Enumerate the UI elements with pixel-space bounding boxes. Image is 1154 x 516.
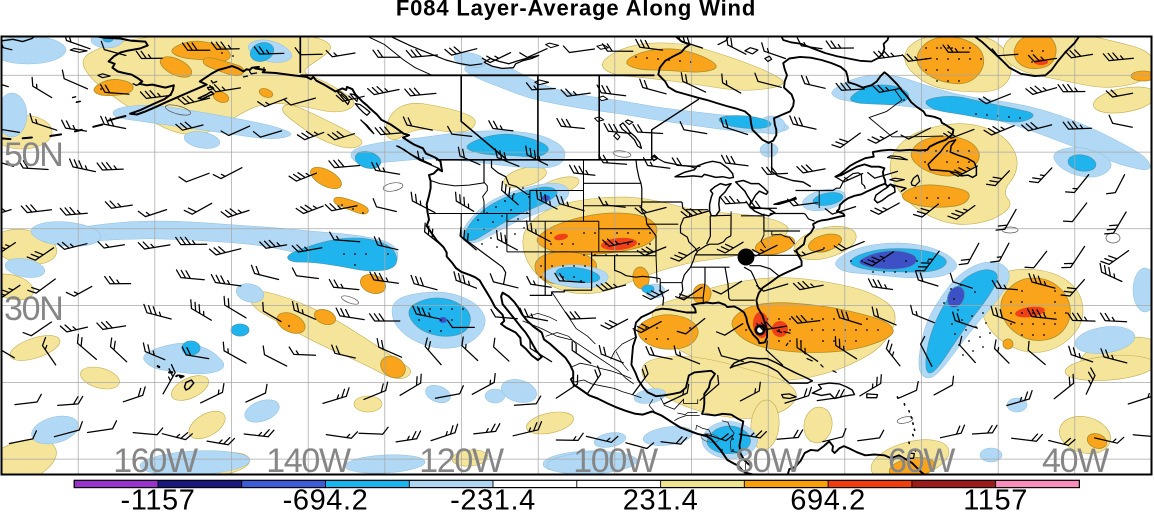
svg-text:-1157: -1157 <box>120 485 195 512</box>
svg-text:1157: 1157 <box>963 485 1028 512</box>
svg-text:F084 Layer-Average Along Wind: F084 Layer-Average Along Wind <box>396 0 756 21</box>
svg-text:694.2: 694.2 <box>790 485 866 512</box>
svg-text:231.4: 231.4 <box>623 485 699 512</box>
svg-text:-231.4: -231.4 <box>450 485 536 512</box>
svg-text:50N: 50N <box>4 136 62 174</box>
svg-text:-694.2: -694.2 <box>283 485 369 512</box>
svg-text:30N: 30N <box>4 290 62 328</box>
